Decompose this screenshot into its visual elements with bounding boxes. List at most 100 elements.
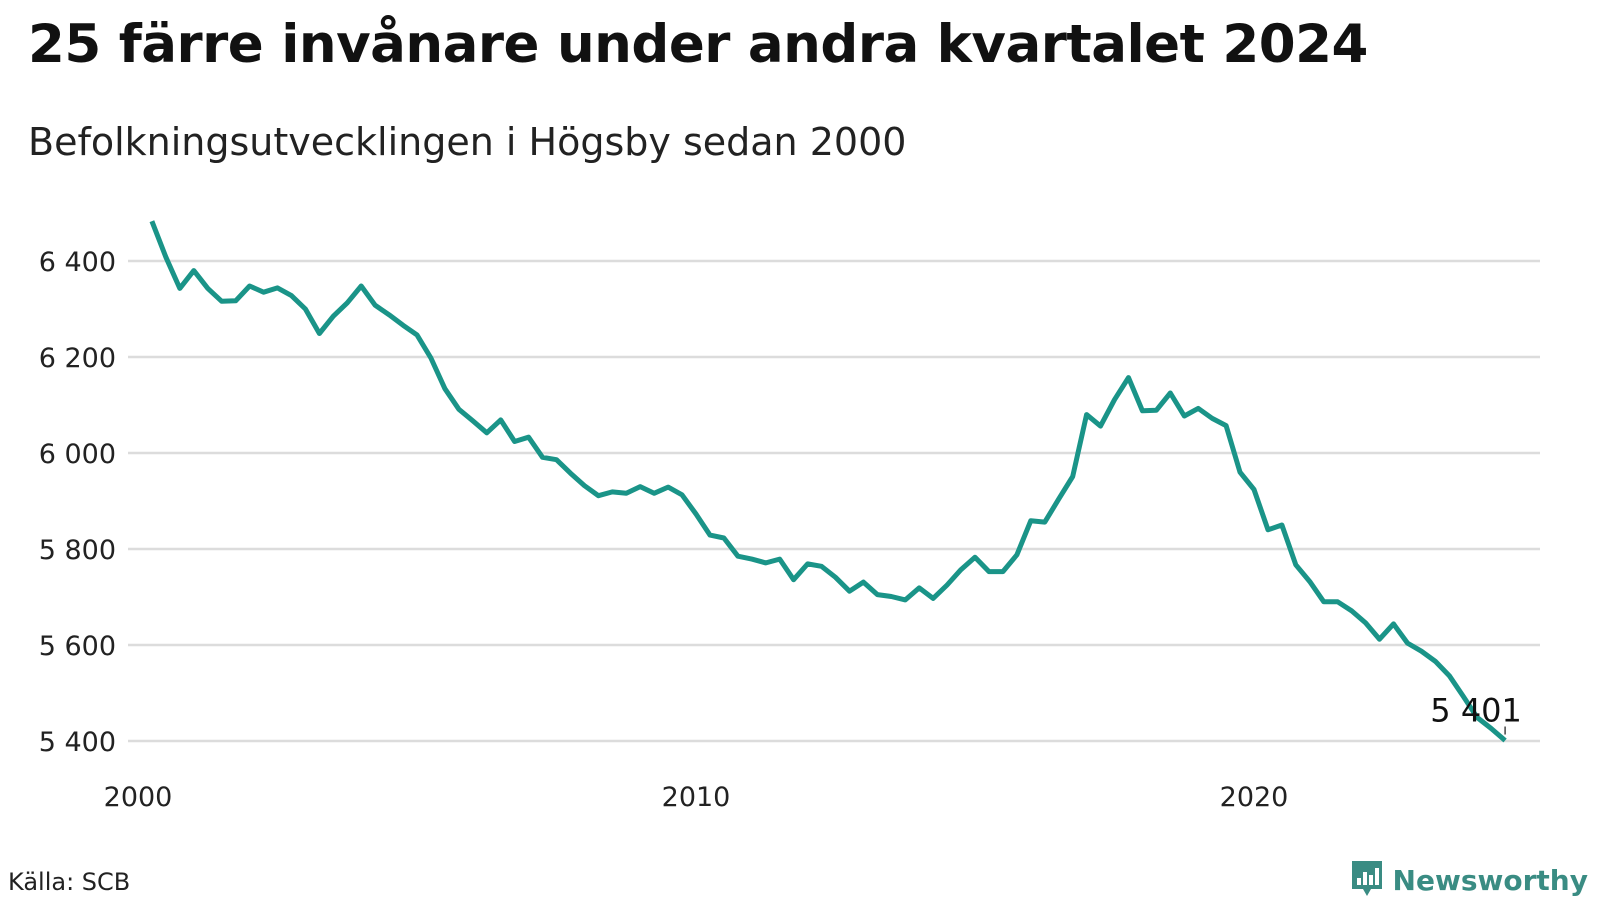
data-point [512, 439, 517, 444]
data-point [1293, 562, 1298, 567]
data-point [1154, 408, 1159, 413]
data-point [554, 457, 559, 462]
data-point [1042, 520, 1047, 525]
last-value-label: 5 401 [1430, 692, 1522, 730]
y-tick-label: 6 200 [39, 343, 116, 374]
data-point [1210, 416, 1215, 421]
data-point [973, 555, 978, 560]
y-tick-label: 5 800 [39, 535, 116, 566]
data-point [721, 536, 726, 541]
data-point [931, 596, 936, 601]
data-point [1168, 391, 1173, 396]
chart-title: 25 färre invånare under andra kvartalet … [28, 14, 1368, 75]
data-point [847, 589, 852, 594]
data-point [694, 512, 699, 517]
data-point [428, 356, 433, 361]
data-point [735, 554, 740, 559]
data-point [596, 493, 601, 498]
data-point [219, 299, 224, 304]
data-point [791, 577, 796, 582]
data-point [1112, 397, 1117, 402]
data-point [987, 569, 992, 574]
data-point [666, 485, 671, 490]
data-point [540, 455, 545, 460]
data-point [345, 300, 350, 305]
data-point [1433, 659, 1438, 664]
data-point [289, 293, 294, 298]
data-point [1182, 414, 1187, 419]
data-point [1028, 518, 1033, 523]
data-point [317, 331, 322, 336]
data-point [484, 430, 489, 435]
x-tick-label: 2000 [104, 782, 173, 813]
chart-subtitle: Befolkningsutvecklingen i Högsby sedan 2… [28, 120, 907, 164]
data-point [442, 386, 447, 391]
data-point [1098, 424, 1103, 429]
data-point [526, 435, 531, 440]
data-point [456, 407, 461, 412]
y-tick-label: 6 000 [39, 439, 116, 470]
data-point [205, 286, 210, 291]
population-line [149, 220, 1507, 743]
data-point [708, 533, 713, 538]
y-tick-label: 5 600 [39, 631, 116, 662]
bar-chart-bubble-icon [1349, 858, 1385, 902]
data-point [777, 557, 782, 562]
y-tick-label: 6 400 [39, 247, 116, 278]
data-point [1391, 621, 1396, 626]
data-point [861, 580, 866, 585]
data-point [470, 418, 475, 423]
data-point [163, 255, 168, 260]
data-point [917, 585, 922, 590]
data-point [680, 492, 685, 497]
data-point [959, 567, 964, 572]
data-point [387, 312, 392, 317]
data-point [191, 268, 196, 273]
data-point [1405, 641, 1410, 646]
data-point [303, 307, 308, 312]
data-point [1377, 637, 1382, 642]
data-point [1419, 649, 1424, 654]
data-point [568, 471, 573, 476]
data-point [1126, 375, 1131, 380]
data-point [498, 417, 503, 422]
data-point [1140, 408, 1145, 413]
data-point [1014, 552, 1019, 557]
data-point [1084, 412, 1089, 417]
data-point [945, 583, 950, 588]
gridlines [128, 259, 1540, 743]
data-point [1196, 406, 1201, 411]
data-point [582, 483, 587, 488]
data-point [275, 285, 280, 290]
data-point [610, 489, 615, 494]
brand-name: Newsworthy [1392, 863, 1588, 897]
data-point [1335, 599, 1340, 604]
data-point [1279, 523, 1284, 528]
data-point [1503, 738, 1508, 743]
data-point [1447, 673, 1452, 678]
data-point [763, 560, 768, 565]
data-point [875, 592, 880, 597]
annotation-layer: 5 401 [1430, 692, 1522, 735]
data-point [1000, 569, 1005, 574]
x-tick-label: 2020 [1220, 782, 1289, 813]
data-point [652, 491, 657, 496]
data-point [805, 561, 810, 566]
data-point [415, 332, 420, 337]
x-axis-ticks: 2000 2010 2020 [104, 782, 1289, 813]
data-point [233, 298, 238, 303]
x-tick-label: 2010 [662, 782, 731, 813]
data-point [177, 286, 182, 291]
data-point [373, 303, 378, 308]
data-point [401, 323, 406, 328]
data-point [247, 284, 252, 289]
source-note: Källa: SCB [8, 868, 131, 896]
data-point [624, 491, 629, 496]
data-point [1238, 470, 1243, 475]
data-point [359, 284, 364, 289]
brand-logo[interactable]: Newsworthy [1349, 858, 1588, 902]
data-point [1224, 423, 1229, 428]
data-point [819, 564, 824, 569]
data-point [1321, 599, 1326, 604]
